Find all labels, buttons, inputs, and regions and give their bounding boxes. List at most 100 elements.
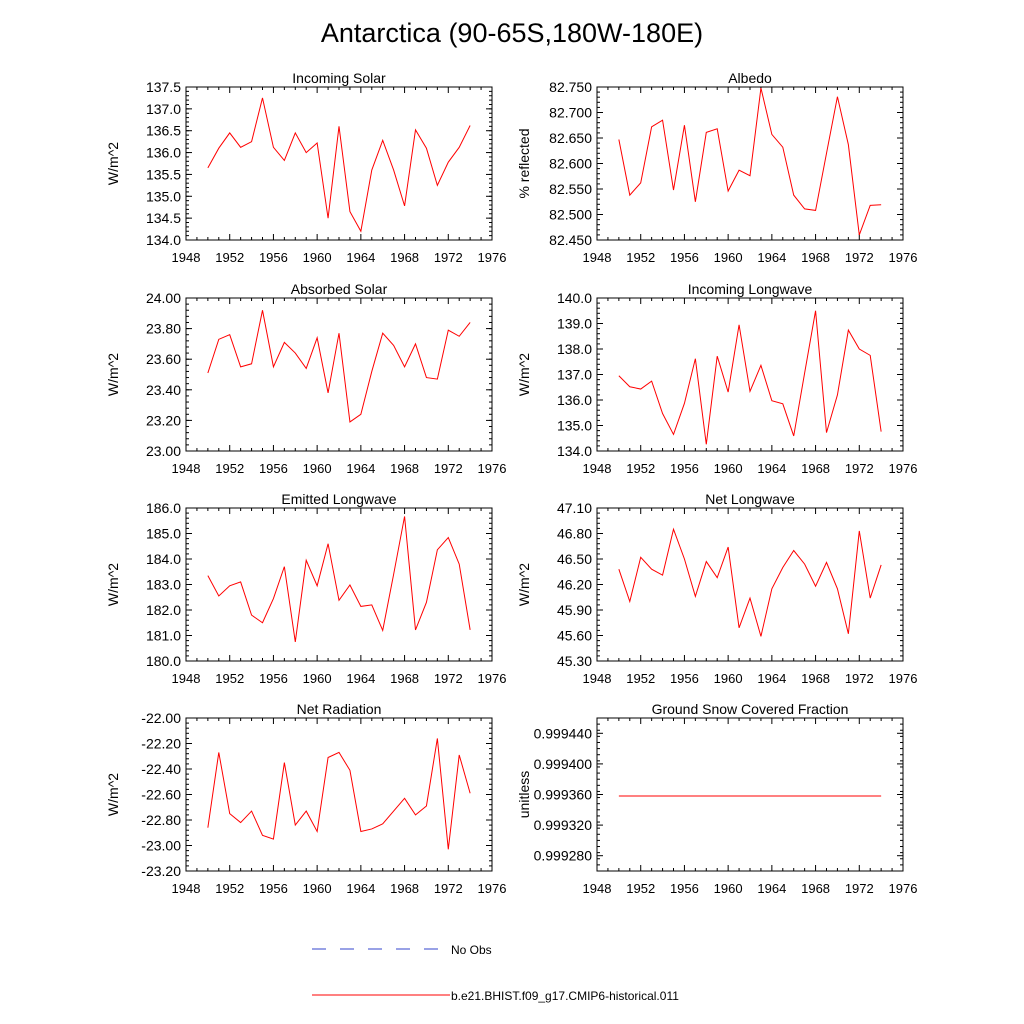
x-tick-label: 1952 bbox=[626, 881, 655, 896]
x-tick-label: 1972 bbox=[845, 671, 874, 686]
panel-8: Ground Snow Covered Fraction unitless 1948… bbox=[516, 701, 917, 896]
x-tick-label: 1976 bbox=[478, 671, 507, 686]
panel-title: Incoming Longwave bbox=[688, 281, 813, 297]
x-tick-label: 1948 bbox=[172, 250, 201, 265]
x-tick-label: 1976 bbox=[889, 671, 918, 686]
y-tick-label: 136.5 bbox=[146, 123, 181, 139]
series-line bbox=[207, 738, 471, 850]
legend-model-label: b.e21.BHIST.f09_g17.CMIP6-historical.011 bbox=[451, 989, 679, 1003]
series-line bbox=[207, 516, 471, 642]
panel-ylabel: W/m^2 bbox=[516, 353, 532, 396]
x-tick-label: 1952 bbox=[215, 461, 244, 476]
x-tick-label: 1956 bbox=[670, 671, 699, 686]
x-tick-label: 1968 bbox=[390, 461, 419, 476]
x-tick-label: 1968 bbox=[801, 461, 830, 476]
x-tick-label: 1976 bbox=[889, 461, 918, 476]
x-tick-label: 1952 bbox=[215, 250, 244, 265]
x-tick-label: 1960 bbox=[303, 671, 332, 686]
y-tick-label: 46.50 bbox=[557, 551, 592, 567]
x-tick-label: 1968 bbox=[801, 881, 830, 896]
panel-title: Net Longwave bbox=[705, 491, 795, 507]
y-tick-label: -22.00 bbox=[141, 710, 181, 726]
plot-frame bbox=[185, 297, 493, 452]
x-tick-label: 1964 bbox=[346, 461, 375, 476]
y-tick-label: -22.60 bbox=[141, 787, 181, 803]
y-tick-label: 135.0 bbox=[557, 418, 592, 434]
y-tick-label: 45.90 bbox=[557, 602, 592, 618]
y-tick-label: 23.60 bbox=[146, 351, 181, 367]
x-tick-label: 1960 bbox=[714, 461, 743, 476]
y-tick-label: 82.650 bbox=[549, 130, 592, 146]
y-tick-label: 134.5 bbox=[146, 210, 181, 226]
x-tick-label: 1964 bbox=[757, 881, 786, 896]
y-tick-label: 138.0 bbox=[557, 341, 592, 357]
y-tick-label: 0.999440 bbox=[534, 725, 593, 741]
y-tick-label: 23.00 bbox=[146, 443, 181, 459]
legend-obs-label: No Obs bbox=[451, 943, 492, 957]
x-tick-label: 1968 bbox=[801, 250, 830, 265]
x-tick-label: 1972 bbox=[434, 461, 463, 476]
x-tick-label: 1952 bbox=[626, 250, 655, 265]
y-tick-label: 82.750 bbox=[549, 79, 592, 95]
panel-7: Net Radiation W/m^2 1948 1952 1956 1960 1964 19… bbox=[105, 701, 506, 896]
x-tick-label: 1956 bbox=[670, 250, 699, 265]
panel-ylabel: W/m^2 bbox=[105, 563, 121, 606]
y-tick-label: 186.0 bbox=[146, 500, 181, 516]
series-line bbox=[207, 310, 471, 423]
x-tick-label: 1952 bbox=[626, 461, 655, 476]
y-tick-label: 45.60 bbox=[557, 628, 592, 644]
x-tick-label: 1972 bbox=[845, 461, 874, 476]
panel-title: Ground Snow Covered Fraction bbox=[652, 701, 849, 717]
panel-ylabel: unitless bbox=[516, 771, 532, 818]
panels: Incoming Solar W/m^2 1948 1952 1956 1960 1964 1… bbox=[105, 70, 917, 896]
y-tick-label: 46.20 bbox=[557, 577, 592, 593]
plot-frame bbox=[185, 717, 493, 872]
x-tick-label: 1976 bbox=[889, 250, 918, 265]
y-tick-label: -23.20 bbox=[141, 863, 181, 879]
x-tick-label: 1976 bbox=[478, 881, 507, 896]
panel-3: Absorbed Solar W/m^2 1948 1952 1956 1960 1964 1… bbox=[105, 281, 506, 476]
series-line bbox=[618, 310, 882, 445]
series-line bbox=[618, 527, 882, 637]
plot-frame bbox=[596, 297, 904, 452]
x-tick-label: 1964 bbox=[757, 461, 786, 476]
y-tick-label: 82.700 bbox=[549, 105, 592, 121]
panel-ylabel: W/m^2 bbox=[105, 142, 121, 185]
x-tick-label: 1960 bbox=[714, 671, 743, 686]
y-tick-label: -22.40 bbox=[141, 761, 181, 777]
panel-ylabel: W/m^2 bbox=[105, 773, 121, 816]
x-tick-label: 1956 bbox=[259, 250, 288, 265]
y-tick-label: 82.600 bbox=[549, 156, 592, 172]
y-tick-label: 23.40 bbox=[146, 382, 181, 398]
panel-title: Albedo bbox=[728, 70, 772, 86]
x-tick-label: 1964 bbox=[346, 881, 375, 896]
y-tick-label: 134.0 bbox=[146, 232, 181, 248]
panel-ylabel: W/m^2 bbox=[516, 563, 532, 606]
y-tick-label: 45.30 bbox=[557, 653, 592, 669]
x-tick-label: 1968 bbox=[390, 250, 419, 265]
x-tick-label: 1968 bbox=[390, 881, 419, 896]
panel-1: Incoming Solar W/m^2 1948 1952 1956 1960 1964 1… bbox=[105, 70, 506, 265]
y-tick-label: 180.0 bbox=[146, 653, 181, 669]
panel-title: Incoming Solar bbox=[292, 70, 386, 86]
x-tick-label: 1976 bbox=[889, 881, 918, 896]
series-line bbox=[207, 97, 471, 233]
x-tick-label: 1952 bbox=[215, 671, 244, 686]
y-tick-label: 135.5 bbox=[146, 166, 181, 182]
x-tick-label: 1948 bbox=[583, 671, 612, 686]
x-tick-label: 1976 bbox=[478, 461, 507, 476]
y-tick-label: 0.999360 bbox=[534, 787, 593, 803]
x-tick-label: 1972 bbox=[434, 881, 463, 896]
x-tick-label: 1972 bbox=[845, 250, 874, 265]
x-tick-label: 1948 bbox=[172, 671, 201, 686]
y-tick-label: 137.5 bbox=[146, 79, 181, 95]
x-tick-label: 1960 bbox=[714, 881, 743, 896]
y-tick-label: 82.550 bbox=[549, 181, 592, 197]
panel-title: Net Radiation bbox=[297, 701, 382, 717]
x-tick-label: 1956 bbox=[670, 461, 699, 476]
panel-5: Emitted Longwave W/m^2 1948 1952 1956 1960 196… bbox=[105, 491, 506, 686]
x-tick-label: 1960 bbox=[714, 250, 743, 265]
legend: No Obs b.e21.BHIST.f09_g17.CMIP6-histori… bbox=[312, 943, 679, 1003]
y-tick-label: -22.80 bbox=[141, 812, 181, 828]
